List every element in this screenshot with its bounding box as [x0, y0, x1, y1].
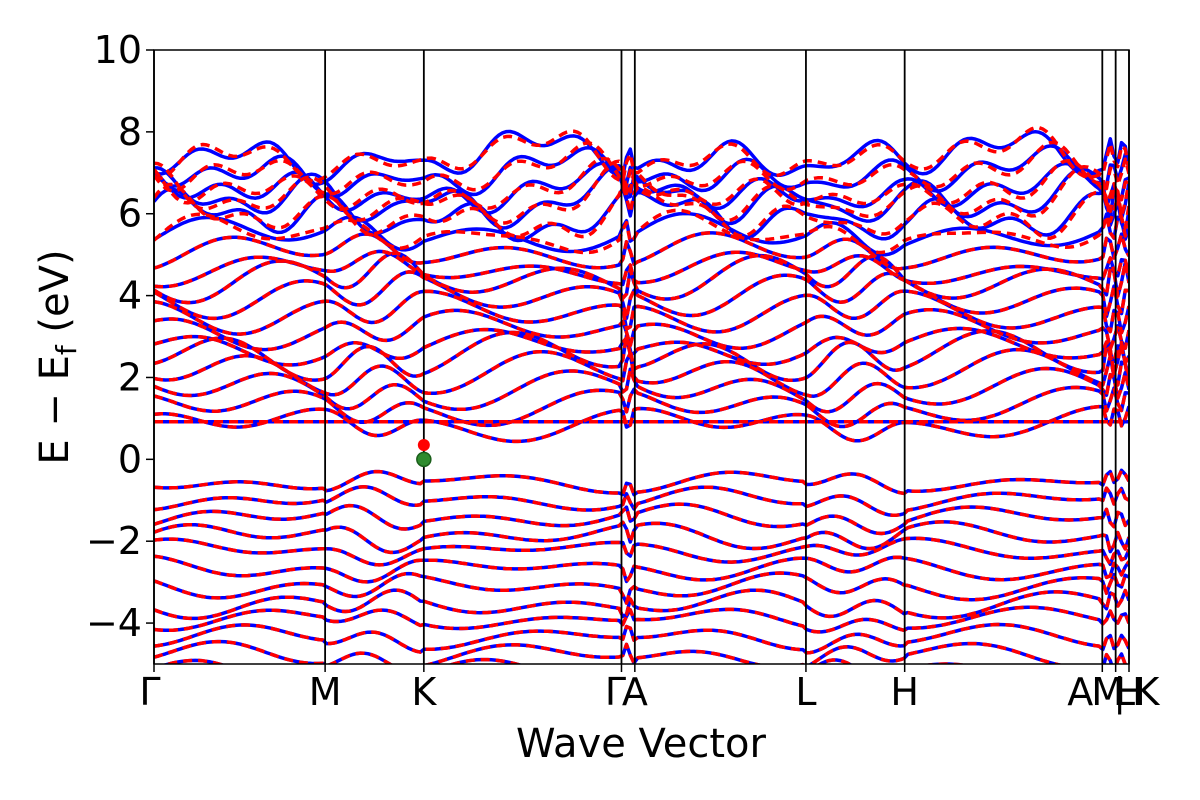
- y-tick-label: −4: [86, 601, 142, 645]
- y-tick-label: 8: [118, 110, 142, 154]
- x-tick-label: Γ: [605, 670, 626, 714]
- band-line-blue: [154, 251, 1129, 305]
- y-axis-label-main: E − E: [32, 355, 78, 465]
- band-line-blue: [154, 144, 1129, 199]
- x-tick-label: A: [1067, 670, 1093, 714]
- x-tick-label: H: [1115, 670, 1144, 714]
- band-line-blue: [154, 129, 1129, 187]
- band-lines: [154, 125, 1129, 664]
- fermi-marker: [416, 451, 432, 468]
- band-line-red: [154, 366, 1129, 414]
- band-line-red: [154, 622, 1129, 655]
- x-axis-label: Wave Vector: [516, 721, 767, 767]
- x-tick-label: K: [1135, 670, 1161, 714]
- band-line-red: [154, 208, 1129, 255]
- band-line-red: [154, 326, 1129, 367]
- plot-frame: [153, 49, 1130, 665]
- y-axis-label-unit: (eV): [32, 249, 78, 345]
- y-tick-label: 6: [118, 192, 142, 236]
- band-line-red: [154, 554, 1129, 584]
- band-line-red: [154, 605, 1129, 634]
- fermi-marker-layer: [416, 439, 432, 468]
- x-tick-label: M: [1091, 670, 1124, 714]
- x-tick-label: L: [795, 670, 816, 714]
- band-line-red: [154, 329, 1129, 383]
- band-line-red: [154, 468, 1129, 497]
- band-line-red: [154, 571, 1129, 605]
- y-axis-label-sub: f: [50, 344, 83, 355]
- y-axis-ticks: −4 −2 0 2 4 6 8 10: [86, 28, 154, 645]
- x-axis-ticks: Γ M K ΓA L H AM|L KH: [139, 664, 1161, 715]
- x-tick-label: Γ: [139, 670, 160, 714]
- band-line-red: [154, 485, 1129, 518]
- x-tick-label: M: [309, 670, 342, 714]
- y-tick-label: −2: [86, 519, 142, 563]
- band-line-red: [154, 289, 1129, 336]
- band-line-red: [154, 270, 1129, 321]
- band-line-red: [154, 588, 1129, 621]
- x-tick-label: A: [622, 670, 648, 714]
- band-line-red: [154, 404, 1129, 444]
- band-line-red: [154, 125, 1129, 184]
- band-line-red: [154, 231, 1129, 271]
- band-line-red: [154, 347, 1129, 398]
- x-tick-label: K: [411, 670, 437, 714]
- band-line-red: [154, 182, 1129, 240]
- band-line-red: [154, 249, 1129, 289]
- band-line-red: [154, 159, 1129, 225]
- x-tick-label: H: [890, 670, 919, 714]
- band-line-red: [154, 385, 1129, 429]
- band-line-red: [154, 307, 1129, 352]
- x-tick-label: |: [1113, 670, 1126, 715]
- y-axis-label: E − Ef (eV): [32, 249, 83, 464]
- band-line-blue: [154, 211, 1129, 257]
- band-line-red: [154, 536, 1129, 567]
- y-tick-label: 4: [118, 274, 142, 318]
- band-line-red: [154, 502, 1129, 536]
- cbm-marker: [417, 439, 430, 452]
- y-tick-label: 10: [94, 28, 142, 72]
- band-line-red: [154, 140, 1129, 196]
- x-tick-label: L: [1114, 670, 1135, 714]
- y-tick-label: 2: [118, 355, 142, 399]
- y-tick-label: 0: [118, 437, 142, 481]
- band-line-red: [154, 520, 1129, 555]
